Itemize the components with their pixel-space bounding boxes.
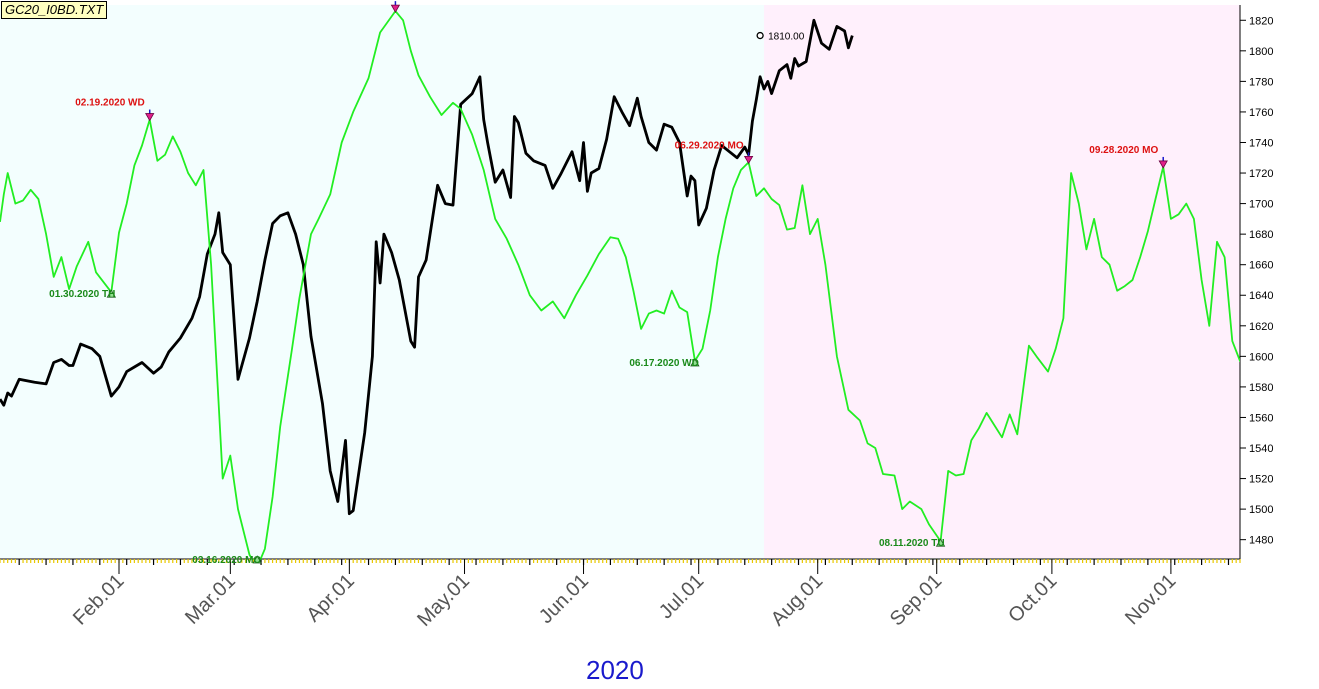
y-tick-label: 1520 bbox=[1249, 474, 1273, 486]
high-marker-arrow bbox=[145, 113, 155, 122]
low-marker-arrow bbox=[106, 289, 117, 298]
series-line-0 bbox=[0, 18, 854, 516]
y-tick-label: 1620 bbox=[1249, 321, 1273, 333]
high-marker-arrow bbox=[743, 155, 754, 165]
last-price-marker bbox=[756, 31, 764, 40]
low-annotation-label: 08.11.2020 TU bbox=[879, 538, 945, 549]
y-tick-label: 1720 bbox=[1249, 168, 1273, 180]
high-annotation-label: 09.28.2020 MO bbox=[1089, 145, 1158, 156]
y-tick-label: 1740 bbox=[1249, 137, 1273, 149]
x-month-label: Feb.01 bbox=[69, 570, 129, 630]
file-name-label: GC20_I0BD.TXT bbox=[1, 1, 108, 19]
x-month-label: Oct.01 bbox=[1004, 570, 1061, 627]
y-tick-label: 1780 bbox=[1249, 76, 1273, 88]
x-month-label: Jun.01 bbox=[535, 570, 593, 628]
high-marker-arrow bbox=[390, 4, 401, 13]
x-month-label: Jul.01 bbox=[655, 570, 708, 623]
y-tick-label: 1500 bbox=[1249, 504, 1273, 516]
y-tick-label: 1640 bbox=[1249, 290, 1273, 302]
y-tick-label: 1580 bbox=[1249, 382, 1273, 394]
low-marker-arrow bbox=[252, 555, 262, 564]
y-tick-label: 1660 bbox=[1249, 260, 1273, 272]
background-region-1 bbox=[763, 5, 1240, 558]
year-label: 2020 bbox=[586, 655, 644, 685]
low-annotation-label: 01.30.2020 TH bbox=[49, 289, 115, 300]
y-tick-label: 1760 bbox=[1249, 107, 1273, 119]
x-month-label: May.01 bbox=[413, 570, 474, 631]
low-marker-arrow bbox=[690, 358, 700, 367]
y-tick-label: 1700 bbox=[1249, 199, 1273, 211]
low-annotation-label: 06.17.2020 WD bbox=[629, 358, 699, 369]
x-month-label: Mar.01 bbox=[181, 570, 240, 629]
low-annotation-label: 03.16.2020 MO bbox=[192, 555, 261, 566]
x-month-label: Aug.01 bbox=[767, 570, 827, 630]
y-tick-label: 1540 bbox=[1249, 443, 1273, 455]
x-month-label: Apr.01 bbox=[302, 570, 358, 626]
y-tick-label: 1800 bbox=[1249, 46, 1273, 58]
y-tick-label: 1480 bbox=[1249, 535, 1273, 547]
y-tick-label: 1600 bbox=[1249, 351, 1273, 363]
high-annotation-label: 02.19.2020 WD bbox=[75, 98, 145, 109]
y-tick-label: 1680 bbox=[1249, 229, 1273, 241]
x-month-label: Sep.01 bbox=[886, 570, 946, 630]
y-tick-label: 1560 bbox=[1249, 412, 1273, 424]
low-marker-arrow bbox=[935, 538, 946, 547]
x-month-label: Nov.01 bbox=[1121, 570, 1180, 629]
last-price-label: 1810.00 bbox=[768, 32, 805, 43]
series-line-1 bbox=[0, 10, 1240, 560]
background-region-0 bbox=[0, 5, 764, 558]
high-annotation-label: 06.29.2020 MO bbox=[675, 140, 744, 151]
high-marker-arrow bbox=[1158, 160, 1168, 169]
y-tick-label: 1820 bbox=[1249, 15, 1273, 27]
